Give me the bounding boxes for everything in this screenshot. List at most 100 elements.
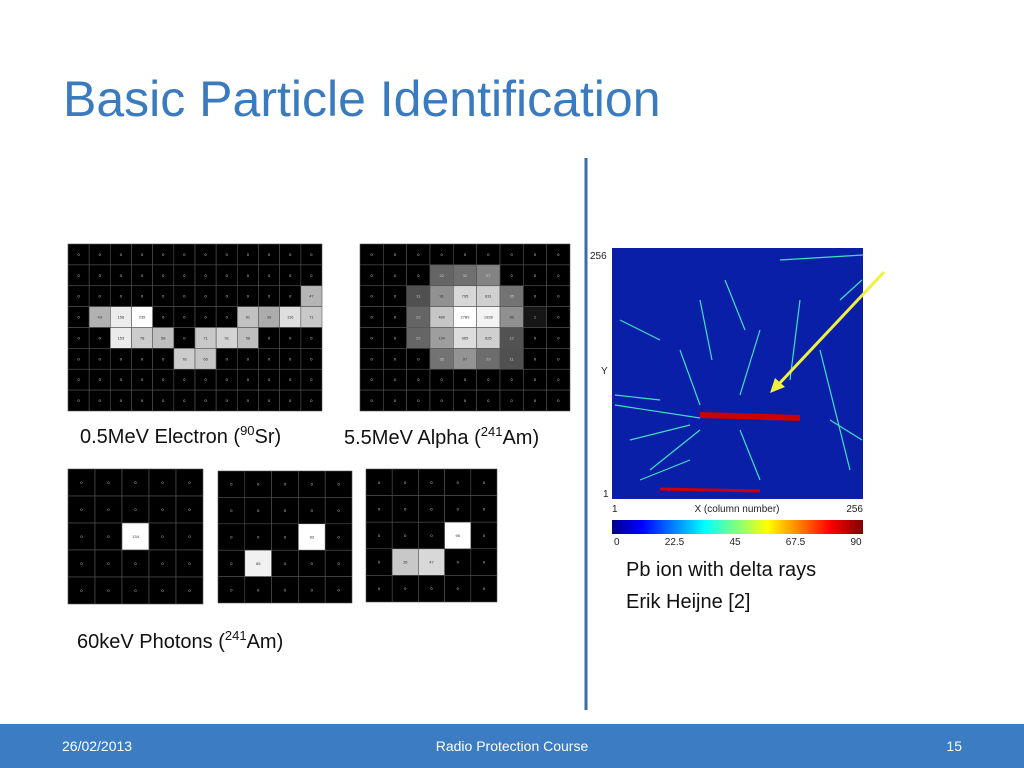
pixel-value: 0 — [337, 587, 340, 592]
footer-bar — [0, 724, 1024, 768]
axis-label: X (column number) — [694, 504, 779, 515]
colorbar — [612, 520, 863, 534]
pixel-value: 0 — [120, 273, 123, 278]
pixel-value: 0 — [337, 508, 340, 513]
pixel-value: 0 — [534, 377, 537, 382]
ion-track — [659, 487, 761, 493]
pixel-value: 0 — [457, 586, 460, 591]
pixel-value: 0 — [230, 587, 233, 592]
pixel-value: 0 — [257, 535, 260, 540]
pixel-cell — [418, 521, 445, 550]
pixel-value: 0 — [511, 398, 514, 403]
pixel-value: 0 — [80, 561, 83, 566]
pixel-value: 0 — [257, 482, 260, 487]
pixel-value: 0 — [371, 315, 374, 320]
pixel-cell — [365, 468, 393, 496]
pixel-value: 0 — [80, 507, 83, 512]
pixel-value: 22 — [439, 273, 444, 278]
pixel-value: 0 — [268, 252, 271, 257]
pixel-value: 0 — [226, 273, 229, 278]
pixel-value: 116 — [287, 315, 294, 320]
pixel-value: 0 — [120, 252, 123, 257]
pixel-value: 0 — [141, 356, 144, 361]
pixel-value: 0 — [534, 294, 537, 299]
pixel-value: 0 — [226, 377, 229, 382]
pixel-value: 0 — [99, 273, 102, 278]
pixel-cell — [391, 548, 419, 576]
pb-ion-image: 256 Y 1 1 X (column number) 256 — [590, 248, 886, 534]
pixel-value: 0 — [441, 377, 444, 382]
pixel-value: 0 — [257, 587, 260, 592]
pixel-value: 0 — [284, 587, 287, 592]
pixel-value: 0 — [80, 588, 83, 593]
pixel-value: 631 — [485, 294, 492, 299]
pixel-value: 0 — [417, 398, 420, 403]
axis-label: 256 — [590, 251, 607, 262]
axis-label: 1 — [603, 489, 609, 500]
pixel-value: 0 — [247, 398, 250, 403]
pixel-value: 0 — [77, 398, 80, 403]
pixel-value: 0 — [247, 294, 250, 299]
pixel-value: 1 — [534, 315, 537, 320]
pixel-value: 0 — [404, 586, 407, 591]
pixel-value: 58 — [246, 335, 251, 340]
pixel-value: 0 — [120, 398, 123, 403]
pixel-value: 0 — [394, 252, 397, 257]
axis-label: 256 — [846, 504, 863, 515]
pixel-value: 0 — [204, 252, 207, 257]
pixel-value: 0 — [337, 535, 340, 540]
pixel-value: 0 — [311, 587, 314, 592]
pixel-value: 965 — [462, 335, 469, 340]
pixel-cell — [94, 522, 123, 551]
pixel-value: 0 — [534, 398, 537, 403]
pixel-value: 0 — [511, 273, 514, 278]
pixel-value: 156 — [118, 315, 125, 320]
pixel-cell — [391, 575, 419, 603]
pixel-value: 0 — [394, 335, 397, 340]
pixel-value: 0 — [311, 508, 314, 513]
footer-course: Radio Protection Course — [436, 738, 589, 754]
pixel-value: 0 — [107, 480, 110, 485]
caption: 60keV Photons (241Am) — [77, 628, 283, 653]
pixel-value: 0 — [120, 377, 123, 382]
pixel-value: 0 — [483, 533, 486, 538]
pixel-cell — [324, 549, 353, 577]
pixel-value: 0 — [417, 356, 420, 361]
pixel-cell — [121, 576, 150, 605]
pixel-cell — [546, 389, 571, 412]
pixel-value: 0 — [378, 506, 381, 511]
pixel-value: 0 — [188, 480, 191, 485]
pixel-value: 0 — [289, 252, 292, 257]
pixel-value: 0 — [107, 534, 110, 539]
pixel-value: 0 — [268, 294, 271, 299]
pixel-value: 0 — [77, 335, 80, 340]
pixel-value: 0 — [188, 507, 191, 512]
pixel-value: 0 — [487, 252, 490, 257]
pixel-value: 153 — [118, 335, 125, 340]
pixel-value: 0 — [161, 507, 164, 512]
pixel-value: 0 — [141, 294, 144, 299]
pixel-value: 0 — [394, 294, 397, 299]
pixel-value: 0 — [289, 356, 292, 361]
pixel-value: 71 — [309, 315, 314, 320]
pixel-value: 0 — [257, 508, 260, 513]
pixel-cell — [365, 495, 393, 523]
pixel-value: 0 — [557, 315, 560, 320]
pixel-value: 0 — [183, 335, 186, 340]
pixel-value: 0 — [162, 398, 165, 403]
pixel-value: 0 — [162, 315, 165, 320]
pixel-value: 0 — [77, 315, 80, 320]
pixel-value: 480 — [438, 315, 445, 320]
pixel-value: 0 — [371, 335, 374, 340]
pixel-value: 0 — [289, 294, 292, 299]
pixel-value: 47 — [429, 560, 434, 565]
pixel-value: 0 — [311, 561, 314, 566]
pixel-value: 0 — [134, 561, 137, 566]
caption: 0.5MeV Electron (90Sr) — [80, 423, 281, 448]
pixel-cell — [324, 576, 353, 604]
pixel-value: 0 — [99, 294, 102, 299]
pixel-value: 0 — [534, 335, 537, 340]
pixel-value: 2789 — [461, 315, 471, 320]
pixel-value: 0 — [183, 377, 186, 382]
pixel-value: 0 — [161, 534, 164, 539]
